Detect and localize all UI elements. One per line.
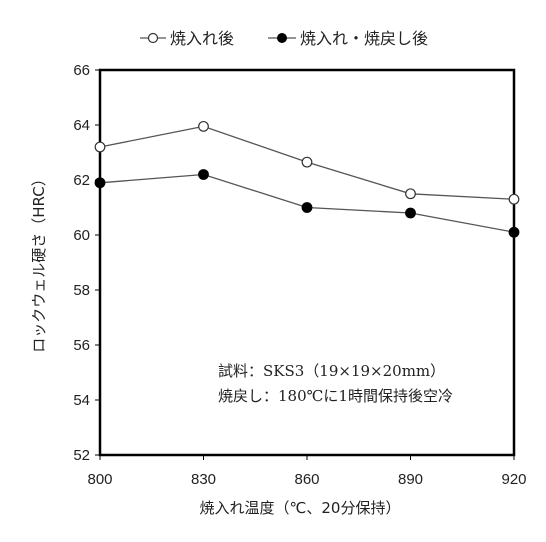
y-tick-label: 56	[73, 337, 90, 354]
legend-label-quenched: 焼入れ後	[170, 29, 234, 48]
legend-marker-quenched	[147, 32, 159, 44]
x-axis-title: 焼入れ温度（℃、20分保持）	[200, 499, 401, 517]
x-tick-label: 890	[398, 471, 423, 488]
data-point-tempered	[301, 202, 313, 213]
specimen-note: 試料：SKS3（19×19×20mm）	[218, 362, 445, 380]
legend: 焼入れ後 焼入れ・焼戻し後	[140, 29, 428, 48]
y-tick-label: 64	[73, 117, 90, 134]
x-axis: 800 830 860 890 920	[87, 455, 527, 488]
x-tick-label: 920	[501, 471, 526, 488]
tempering-note: 焼戻し：180℃に1時間保持後空冷	[218, 387, 453, 405]
x-tick-label: 800	[87, 471, 112, 488]
y-tick-label: 58	[73, 282, 90, 299]
x-tick-label: 830	[191, 471, 216, 488]
legend-label-tempered: 焼入れ・焼戻し後	[300, 29, 428, 48]
data-point-tempered	[198, 169, 209, 180]
x-tick-label: 860	[294, 471, 319, 488]
data-point-tempered	[94, 177, 106, 189]
y-tick-label: 52	[73, 447, 90, 464]
data-point-quenched	[94, 141, 106, 153]
y-tick-label: 66	[73, 62, 90, 79]
series-layer	[94, 120, 520, 238]
data-point-tempered	[405, 207, 416, 219]
y-tick-label: 60	[73, 227, 90, 244]
y-tick-label: 54	[73, 392, 90, 409]
legend-marker-tempered	[277, 33, 287, 43]
data-point-quenched	[301, 156, 313, 168]
data-point-quenched	[198, 120, 209, 132]
data-point-quenched	[405, 188, 416, 200]
y-axis: 52 54 56 58 60 62 64 66	[73, 62, 100, 464]
data-point-tempered	[508, 226, 520, 238]
y-axis-title: ロックウェル硬さ（HRC）	[30, 171, 48, 352]
data-point-quenched	[508, 193, 520, 205]
y-tick-label: 62	[73, 172, 90, 189]
